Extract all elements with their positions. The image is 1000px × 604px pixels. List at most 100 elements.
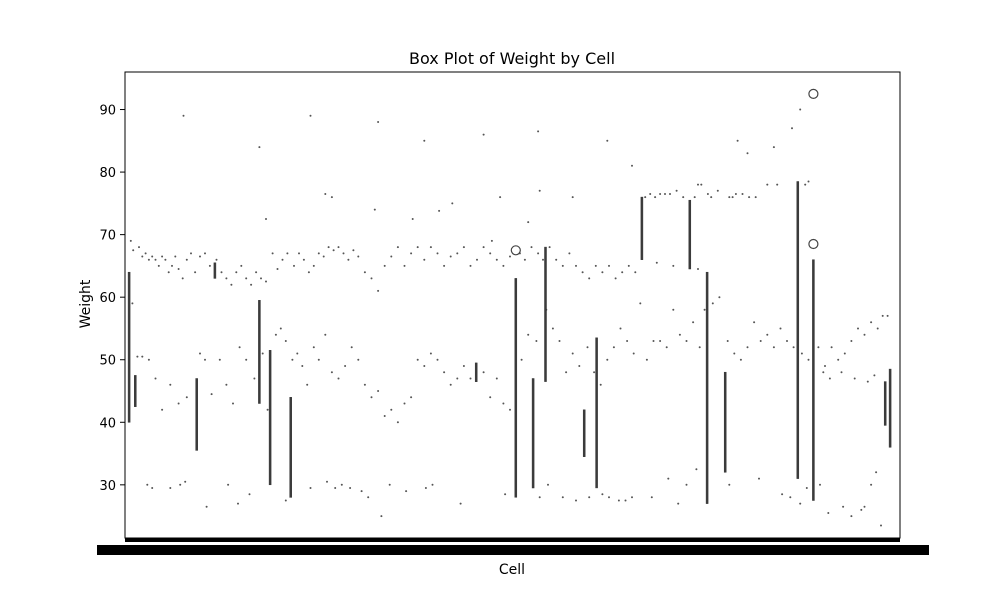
data-point (685, 340, 688, 342)
data-point (284, 499, 287, 502)
box (134, 375, 137, 407)
data-point (260, 277, 262, 280)
plot-frame (124, 71, 901, 539)
data-point (504, 493, 507, 496)
data-point (235, 271, 238, 274)
data-point (776, 183, 779, 186)
data-point (141, 255, 144, 258)
data-point (482, 133, 485, 136)
box (796, 181, 800, 479)
data-point (857, 327, 859, 330)
box (531, 378, 535, 489)
box (640, 196, 644, 260)
data-point (255, 271, 258, 274)
y-tick-label: 40 (99, 416, 116, 431)
data-point (225, 383, 228, 386)
data-point (352, 249, 355, 252)
data-point (581, 271, 584, 274)
data-point (151, 487, 154, 489)
y-tick-label: 80 (99, 166, 116, 181)
data-point (424, 487, 427, 489)
data-point (781, 493, 784, 496)
data-point (482, 371, 485, 374)
data-point (410, 252, 413, 255)
data-point (490, 239, 493, 242)
data-point (274, 333, 277, 336)
data-point (334, 487, 337, 489)
data-point (830, 346, 833, 349)
box (474, 362, 478, 382)
data-point (527, 333, 530, 336)
data-point (716, 189, 719, 192)
data-point (565, 371, 568, 374)
data-point (632, 352, 635, 355)
data-point (291, 358, 294, 361)
y-axis-label: Weight (78, 279, 94, 328)
data-point (469, 377, 472, 380)
data-point (396, 246, 399, 249)
data-point (169, 383, 172, 386)
data-point (799, 502, 802, 505)
data-point (181, 277, 184, 280)
box (213, 262, 217, 279)
data-point (876, 327, 879, 330)
data-point (147, 358, 150, 361)
data-point (537, 130, 540, 133)
data-point (284, 340, 287, 342)
data-point (748, 196, 751, 199)
box (723, 371, 727, 473)
data-point (675, 189, 678, 192)
data-point (807, 180, 810, 183)
data-point (537, 252, 540, 255)
data-point (695, 468, 698, 471)
data-point (617, 499, 620, 502)
data-point (184, 480, 187, 483)
data-point (342, 252, 345, 255)
data-point (612, 346, 615, 349)
data-point (136, 355, 139, 358)
data-point (248, 493, 251, 496)
data-point (438, 209, 441, 212)
data-point (276, 268, 279, 270)
data-point (866, 380, 869, 383)
data-point (390, 255, 393, 258)
data-point (741, 193, 744, 195)
data-point (190, 252, 192, 255)
data-point (523, 258, 526, 261)
data-point (459, 502, 462, 505)
data-point (495, 258, 498, 261)
box (127, 271, 131, 423)
data-point (456, 377, 459, 380)
data-point (405, 490, 408, 493)
data-point (204, 252, 206, 255)
data-point (652, 340, 655, 342)
data-point (593, 371, 596, 374)
data-point (698, 346, 701, 349)
data-point (791, 127, 793, 130)
data-point (258, 146, 261, 149)
data-point (693, 196, 696, 199)
data-point (451, 202, 454, 205)
data-point (551, 327, 554, 330)
data-point (204, 358, 206, 361)
data-point (710, 196, 713, 199)
data-point (631, 496, 633, 499)
data-point (266, 408, 269, 411)
data-point (875, 471, 878, 474)
data-point (317, 358, 320, 361)
data-point (177, 268, 180, 270)
data-point (881, 314, 884, 317)
data-point (403, 402, 406, 405)
data-point (548, 246, 551, 249)
data-point (571, 352, 574, 355)
data-point (489, 396, 492, 399)
data-point (443, 371, 446, 374)
data-point (669, 193, 671, 195)
data-point (436, 252, 439, 255)
data-point (370, 396, 373, 399)
data-point (245, 277, 248, 280)
data-point (131, 302, 134, 305)
data-point (739, 358, 742, 361)
data-point (624, 499, 627, 502)
